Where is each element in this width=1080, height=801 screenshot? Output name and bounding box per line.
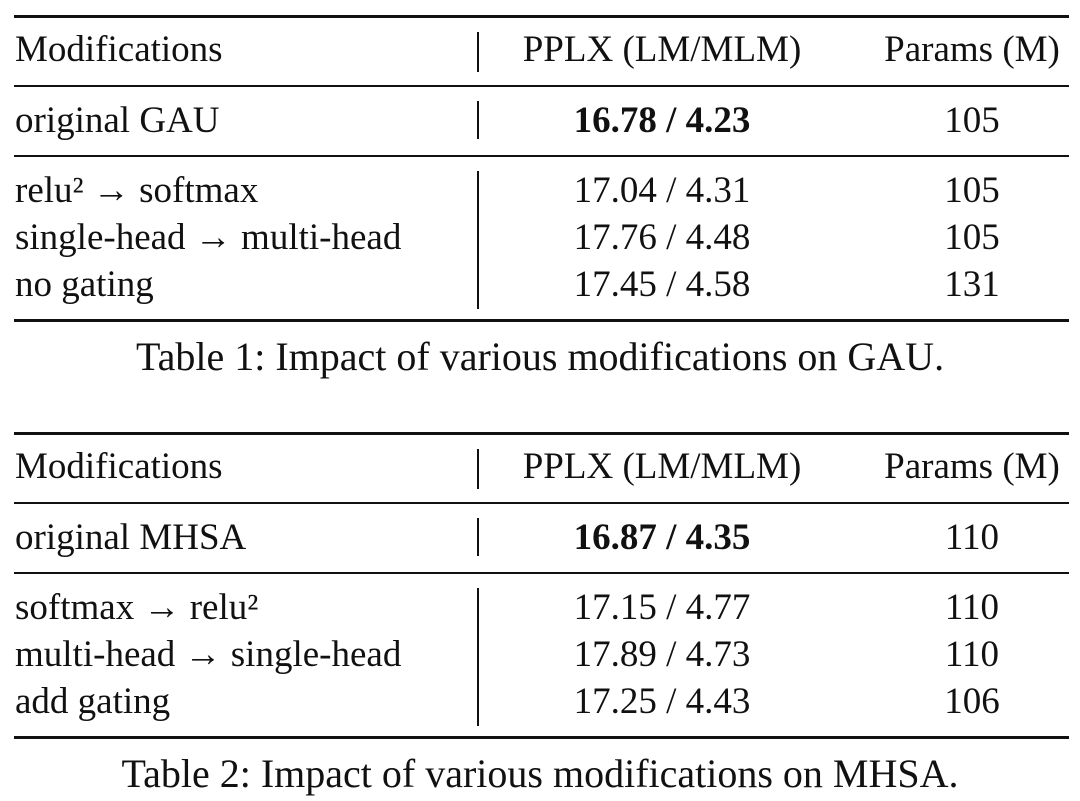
cell-value: 106 — [944, 681, 1000, 722]
cell-value: 16.87 / 4.35 — [573, 517, 751, 558]
cell-value: 17.04 / 4.31 — [573, 170, 751, 211]
cell-value: 17.76 / 4.48 — [573, 217, 751, 258]
row-label: no gating — [15, 264, 154, 305]
cell-value: 17.45 / 4.58 — [573, 264, 751, 305]
cell-value: PPLX (LM/MLM) — [522, 446, 802, 487]
cell-value: 110 — [944, 587, 1000, 628]
cell-value: 105 — [944, 170, 1000, 211]
row-label: Modifications — [15, 446, 223, 487]
row-label: softmax → relu² — [15, 587, 259, 628]
cell-value: 17.15 / 4.77 — [573, 587, 751, 628]
cell-value: Params (M) — [884, 29, 1060, 70]
cell-value: 110 — [944, 517, 1000, 558]
row-label: multi-head → single-head — [15, 634, 402, 675]
cell-value: 110 — [944, 634, 1000, 675]
header-rule — [14, 85, 1069, 87]
cell-value: 17.89 / 4.73 — [573, 634, 751, 675]
column-separator — [477, 518, 479, 556]
cell-value: Params (M) — [884, 446, 1060, 487]
cell-value: 105 — [944, 217, 1000, 258]
top-rule — [14, 432, 1069, 435]
bottom-rule — [14, 319, 1069, 322]
mid-rule — [14, 155, 1069, 157]
top-rule — [14, 15, 1069, 18]
column-separator — [477, 32, 479, 72]
table-caption: Table 1: Impact of various modifications… — [135, 334, 945, 379]
cell-value: 131 — [944, 264, 1000, 305]
column-separator — [477, 449, 479, 489]
bottom-rule — [14, 736, 1069, 739]
column-separator — [477, 588, 479, 726]
cell-value: 16.78 / 4.23 — [573, 100, 751, 141]
row-label: original GAU — [15, 100, 220, 141]
table-caption: Table 2: Impact of various modifications… — [121, 751, 959, 796]
row-label: relu² → softmax — [15, 170, 259, 211]
row-label: original MHSA — [15, 517, 247, 558]
cell-value: PPLX (LM/MLM) — [522, 29, 802, 70]
cell-value: 105 — [944, 100, 1000, 141]
header-rule — [14, 502, 1069, 504]
mid-rule — [14, 572, 1069, 574]
column-separator — [477, 171, 479, 309]
row-label: add gating — [15, 681, 171, 722]
row-label: Modifications — [15, 29, 223, 70]
row-label: single-head → multi-head — [15, 217, 402, 258]
column-separator — [477, 101, 479, 139]
cell-value: 17.25 / 4.43 — [573, 681, 751, 722]
